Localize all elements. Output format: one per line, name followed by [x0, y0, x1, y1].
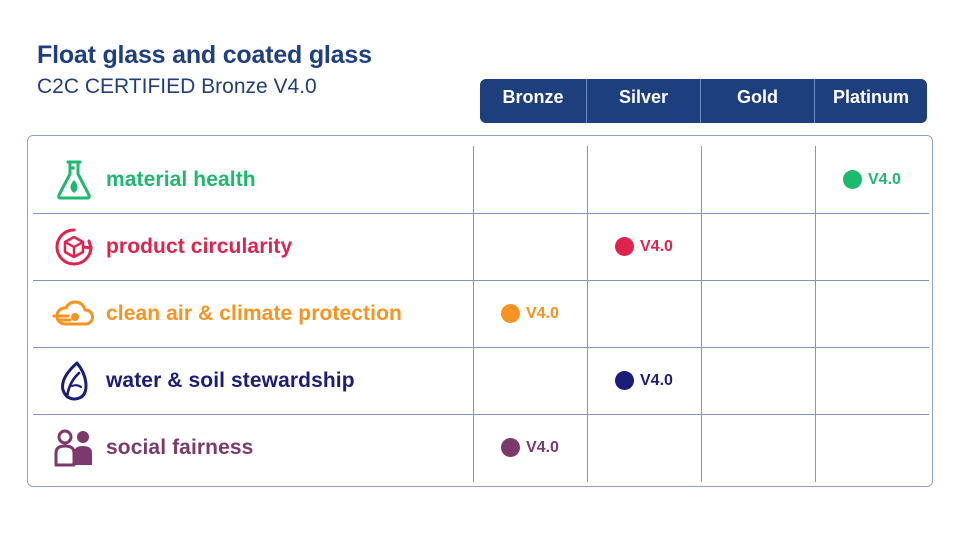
level-dot	[615, 237, 634, 256]
row-divider	[33, 280, 929, 281]
row-divider	[33, 347, 929, 348]
level-dot	[501, 304, 520, 323]
category-product-circularity: product circularity	[52, 213, 292, 280]
level-header-gold: Gold	[700, 79, 814, 123]
column-divider	[473, 146, 474, 482]
cube-cycle-icon	[52, 225, 96, 269]
category-label: material health	[106, 167, 256, 191]
version-label: V4.0	[640, 371, 673, 389]
level-mark-platinum: V4.0	[843, 146, 929, 213]
category-label: water & soil stewardship	[106, 368, 355, 392]
level-mark-silver: V4.0	[615, 347, 701, 414]
column-divider	[587, 146, 588, 482]
category-social-fairness: social fairness	[52, 414, 253, 481]
row-divider	[33, 414, 929, 415]
level-header-bronze: Bronze	[502, 86, 564, 107]
category-label: social fairness	[106, 435, 254, 459]
level-dot	[843, 170, 862, 189]
page-title: Float glass and coated glass	[37, 41, 372, 69]
column-divider	[815, 146, 816, 482]
version-label: V4.0	[526, 304, 559, 322]
level-dot	[501, 438, 520, 457]
level-mark-silver: V4.0	[615, 213, 701, 280]
category-label: product circularity	[106, 234, 293, 258]
category-table	[27, 135, 933, 487]
version-label: V4.0	[640, 237, 673, 255]
row-divider	[33, 213, 929, 214]
category-clean-air-climate-protection: clean air & climate protection	[52, 280, 402, 347]
category-label: clean air & climate protection	[106, 301, 402, 325]
version-label: V4.0	[526, 438, 559, 456]
category-material-health: material health	[52, 146, 256, 213]
level-header: Bronze Silver Gold Platinum	[480, 79, 927, 123]
leaf-drop-icon	[52, 359, 96, 403]
level-mark-bronze: V4.0	[501, 414, 587, 481]
people-icon	[52, 426, 96, 470]
level-dot	[615, 371, 634, 390]
flask-icon	[52, 158, 96, 202]
level-mark-bronze: V4.0	[501, 280, 587, 347]
level-header-silver: Silver	[586, 79, 700, 123]
category-water-soil-stewardship: water & soil stewardship	[52, 347, 355, 414]
column-divider	[701, 146, 702, 482]
level-header-platinum: Platinum	[814, 79, 927, 123]
version-label: V4.0	[868, 170, 901, 188]
certification-subtitle: C2C CERTIFIED Bronze V4.0	[37, 75, 317, 98]
cloud-icon	[52, 292, 96, 336]
